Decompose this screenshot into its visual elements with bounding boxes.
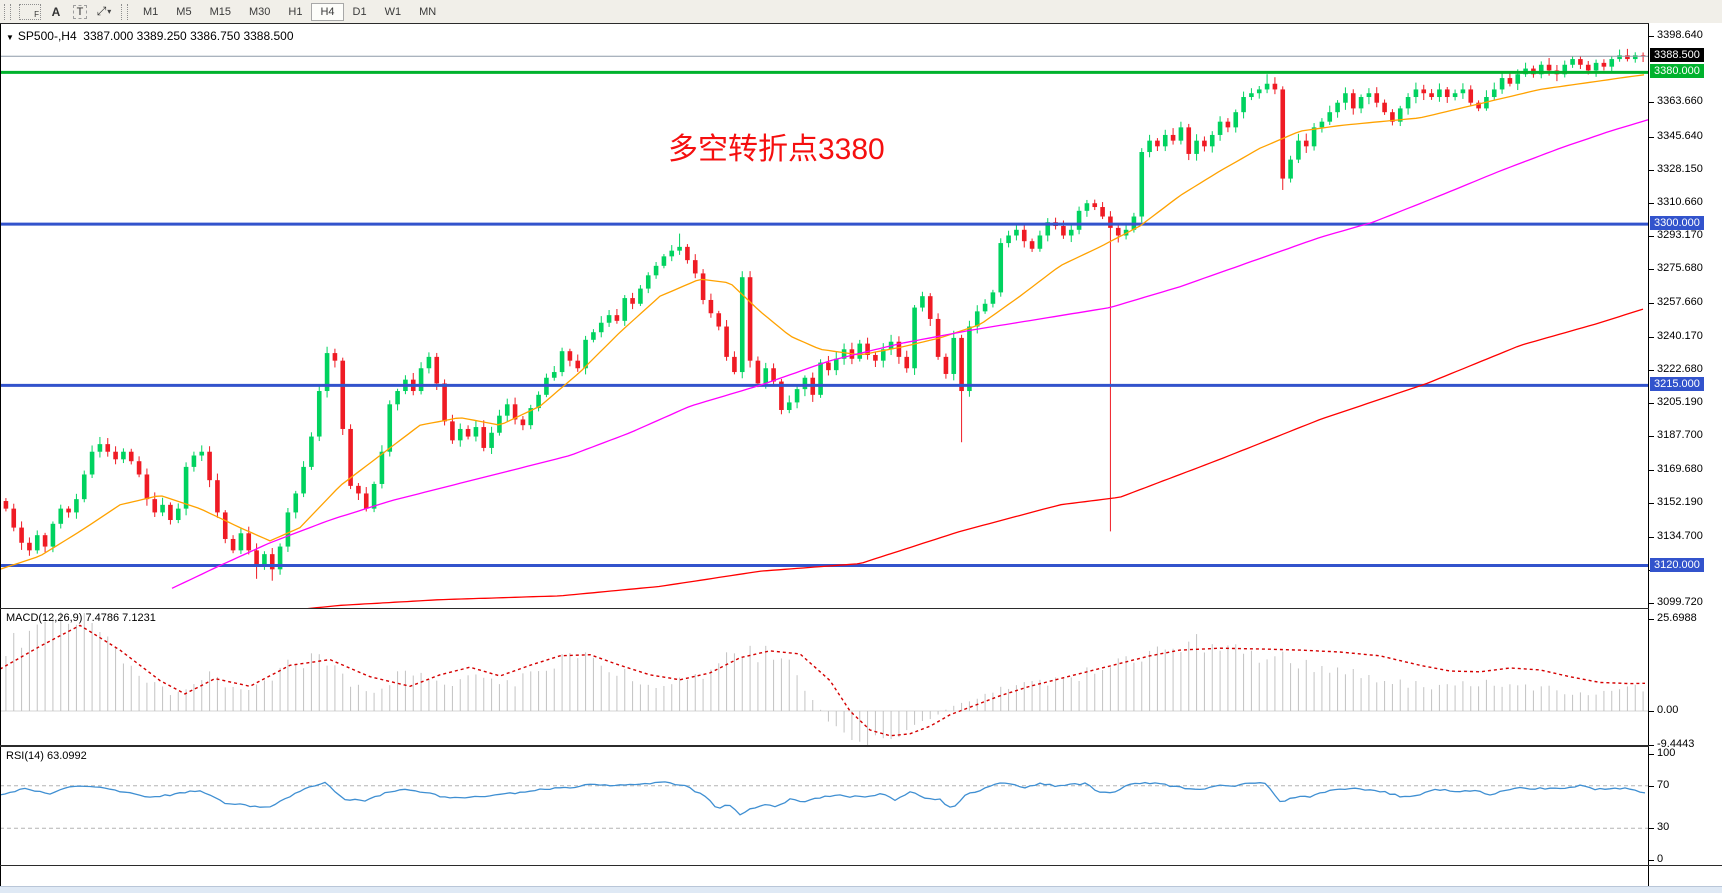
timeframe-button-h4[interactable]: H4 — [311, 2, 344, 21]
scale-tick — [1649, 336, 1654, 338]
price-tick-label: 3363.660 — [1657, 95, 1703, 108]
scale-tick — [1649, 470, 1654, 472]
chart-window[interactable]: ▼ SP500-,H4 3387.000 3389.250 3386.750 33… — [0, 23, 1722, 893]
toolbar-drag-handle[interactable] — [121, 3, 128, 20]
price-level-badge: 3388.500 — [1650, 48, 1704, 63]
timeframe-button-m30[interactable]: M30 — [248, 5, 271, 18]
price-level-badge: 3380.000 — [1650, 64, 1704, 79]
macd-scale-max: 25.6988 — [1657, 612, 1697, 625]
annotation-text-icon[interactable]: A — [51, 4, 61, 19]
timeframe-bar: M1 M5 M15 M30 H1 H4 D1 W1 MN — [134, 2, 445, 21]
scale-tick — [1649, 536, 1654, 538]
timeframe-button-mn[interactable]: MN — [419, 5, 437, 18]
timeframe-button-m1[interactable]: M1 — [143, 5, 159, 18]
window-bottom-strip — [0, 886, 1722, 893]
macd-scale-zero: 0.00 — [1657, 704, 1679, 716]
scale-tick — [1649, 603, 1654, 604]
chart-collapse-icon[interactable]: ▼ — [6, 33, 14, 42]
timeframe-button-d1[interactable]: D1 — [352, 5, 367, 18]
chart-ohlc-values: 3387.000 3389.250 3386.750 3388.500 — [83, 29, 294, 43]
scale-tick — [1649, 402, 1654, 404]
price-tick-label: 3134.700 — [1657, 529, 1703, 542]
main-price-chart[interactable] — [0, 24, 1649, 608]
scale-tick — [1649, 136, 1654, 138]
rsi-scale-0: 0 — [1657, 853, 1664, 865]
panel-separator — [0, 745, 1649, 746]
price-tick-label: 3152.190 — [1657, 496, 1703, 509]
scale-tick — [1649, 711, 1654, 712]
chart-symbol-period: SP500-,H4 — [17, 29, 77, 43]
price-tick-label: 3293.170 — [1657, 229, 1703, 242]
scale-tick — [1649, 785, 1654, 787]
text-tool-icon[interactable]: T — [72, 4, 88, 19]
scale-tick — [1649, 169, 1654, 171]
price-level-badge: 3215.000 — [1650, 377, 1704, 392]
price-tick-label: 3257.660 — [1657, 296, 1703, 309]
scale-tick — [1649, 202, 1654, 204]
scale-tick — [1649, 236, 1654, 238]
price-level-badge: 3120.000 — [1650, 557, 1704, 572]
rsi-panel[interactable] — [0, 747, 1649, 865]
macd-panel[interactable] — [0, 609, 1649, 746]
rsi-scale-70: 70 — [1657, 778, 1670, 791]
price-tick-label: 3328.150 — [1657, 162, 1703, 175]
rsi-label: RSI(14) 63.0992 — [6, 750, 87, 762]
dropdown-caret-icon[interactable]: ▾ — [107, 7, 112, 16]
time-axis-border — [0, 865, 1722, 866]
grid-f-icon[interactable]: F — [19, 3, 41, 20]
price-level-badge: 3300.000 — [1650, 216, 1704, 231]
scale-tick — [1649, 303, 1654, 305]
timeframe-button-m5[interactable]: M5 — [176, 5, 192, 18]
rsi-scale-30: 30 — [1657, 821, 1670, 834]
price-tick-label: 3240.170 — [1657, 329, 1703, 342]
price-annotation-text[interactable]: 多空转折点3380 — [668, 133, 885, 166]
arrows-tool-icon[interactable]: ⤢ ▾ — [95, 3, 113, 20]
scale-tick — [1649, 744, 1654, 746]
timeframe-button-h1[interactable]: H1 — [288, 5, 303, 18]
scale-tick — [1649, 269, 1654, 271]
scale-tick — [1649, 436, 1654, 438]
scale-tick — [1649, 754, 1654, 755]
scale-tick — [1649, 369, 1654, 371]
toolbar-drag-handle[interactable] — [4, 3, 11, 20]
scale-tick — [1649, 860, 1654, 861]
macd-scale-min: -9.4443 — [1657, 737, 1695, 750]
panel-separator — [0, 608, 1649, 609]
scale-tick — [1649, 503, 1654, 505]
price-tick-label: 3310.660 — [1657, 195, 1703, 208]
price-tick-label: 3099.720 — [1657, 596, 1703, 608]
top-toolbar: F A T ⤢ ▾ M1 M5 M15 M30 H1 H4 D1 W1 MN — [0, 0, 1722, 24]
price-tick-label: 3187.700 — [1657, 429, 1703, 442]
scale-tick — [1649, 828, 1654, 830]
scale-tick — [1649, 619, 1654, 621]
price-tick-label: 3275.680 — [1657, 262, 1703, 275]
scale-tick — [1649, 36, 1654, 37]
rsi-scale-100: 100 — [1657, 747, 1676, 759]
macd-label: MACD(12,26,9) 7.4786 7.1231 — [6, 612, 156, 624]
chart-header: ▼ SP500-,H4 3387.000 3389.250 3386.750 33… — [6, 29, 294, 43]
timeframe-button-m15[interactable]: M15 — [209, 5, 231, 18]
price-tick-label: 3345.640 — [1657, 129, 1703, 142]
arrows-glyph: ⤢ — [96, 4, 107, 18]
plot-left-border — [0, 24, 1, 886]
plot-scale-divider — [1648, 24, 1649, 886]
price-tick-label: 3398.640 — [1657, 29, 1703, 41]
price-tick-label: 3169.680 — [1657, 463, 1703, 476]
price-tick-label: 3205.190 — [1657, 395, 1703, 408]
panel-separator — [0, 746, 1649, 747]
panel-separator — [0, 23, 1649, 24]
scale-tick — [1649, 102, 1654, 104]
price-tick-label: 3222.680 — [1657, 362, 1703, 375]
timeframe-button-w1[interactable]: W1 — [384, 5, 402, 18]
